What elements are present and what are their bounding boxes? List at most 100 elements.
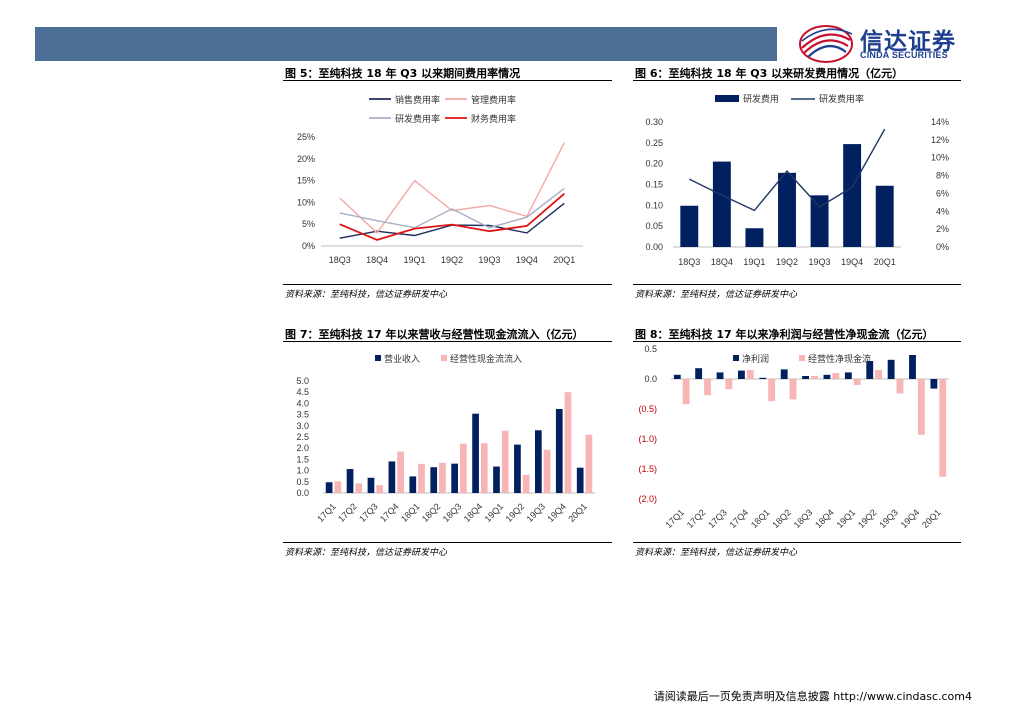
figure-6-source: 资料来源：至纯科技，信达证券研发中心	[635, 290, 798, 300]
y-tick-label: 4.0	[296, 398, 309, 408]
bar	[451, 463, 458, 493]
figure-8-top-rule	[633, 341, 961, 342]
footer-disclaimer: 请阅读最后一页免责声明及信息披露	[653, 690, 830, 703]
y-tick-label: 0.0	[644, 374, 657, 384]
series-line	[339, 193, 565, 241]
footer-url[interactable]: http://www.cindasc.com	[833, 690, 965, 703]
legend-label: 研发费用率	[819, 93, 864, 104]
x-tick-label: 19Q3	[877, 507, 900, 530]
figure-7-chart: 0.00.51.01.52.02.53.03.54.04.55.017Q117Q…	[296, 353, 595, 524]
x-tick-label: 20Q1	[920, 507, 943, 530]
series-line	[688, 128, 886, 212]
bar	[493, 466, 500, 493]
y-tick-label: 15%	[297, 176, 315, 186]
x-tick-label: 18Q1	[399, 501, 422, 524]
x-tick-label: 19Q4	[545, 501, 568, 524]
bar	[780, 369, 788, 379]
bar	[585, 434, 593, 493]
bar	[832, 373, 840, 379]
x-tick-label: 18Q4	[813, 507, 836, 530]
bar	[875, 370, 882, 379]
bar	[843, 144, 862, 247]
series-line	[339, 187, 565, 229]
y-tick-label: 0.00	[645, 242, 663, 252]
bar	[866, 361, 874, 379]
x-tick-label: 17Q4	[728, 507, 751, 530]
logo-english-text: CINDA SECURITIES	[860, 50, 948, 60]
bar	[778, 172, 796, 247]
y2-tick-label: 4%	[936, 206, 949, 216]
x-tick-label: 17Q4	[378, 501, 401, 524]
figure-8-bottom-rule	[633, 542, 961, 543]
y2-tick-label: 10%	[931, 153, 949, 163]
x-tick-label: 18Q4	[366, 255, 388, 265]
bar	[376, 485, 384, 493]
footer: 请阅读最后一页免责声明及信息披露 http://www.cindasc.com4	[654, 688, 972, 704]
y-tick-label: 0.5	[644, 344, 657, 354]
bar	[802, 376, 809, 379]
logo-chinese-text: 信达证券	[860, 29, 956, 55]
bar	[704, 379, 711, 396]
x-tick-label: 18Q4	[462, 501, 485, 524]
y-tick-label: 0.25	[645, 138, 663, 148]
figure-7-bottom-rule	[283, 542, 612, 543]
bar	[397, 451, 404, 493]
bar	[501, 430, 509, 493]
y-tick-label: 5%	[302, 219, 315, 229]
y-tick-label: 2.0	[296, 443, 309, 453]
figure-6-title: 图 6：至纯科技 18 年 Q3 以来研发费用情况（亿元）	[635, 67, 904, 80]
x-tick-label: 20Q1	[874, 257, 896, 267]
y-tick-label: 0.5	[296, 477, 309, 487]
x-tick-label: 19Q1	[743, 257, 765, 267]
x-tick-label: 18Q3	[792, 507, 815, 530]
y-tick-label: 20%	[297, 154, 315, 164]
bar	[514, 444, 521, 493]
x-tick-label: 19Q1	[404, 255, 426, 265]
bar	[555, 409, 563, 493]
x-tick-label: 20Q1	[553, 255, 575, 265]
y-tick-label: 0%	[302, 241, 315, 251]
bar	[334, 481, 342, 493]
legend-label: 研发费用	[743, 93, 779, 104]
x-tick-label: 19Q4	[899, 507, 922, 530]
bar	[534, 430, 542, 493]
y-tick-label: 10%	[297, 197, 315, 207]
legend-swatch	[441, 355, 447, 361]
figure-8-source: 资料来源：至纯科技，信达证券研发中心	[635, 548, 798, 558]
figure-6-top-rule	[633, 80, 961, 81]
header-bar	[35, 27, 777, 61]
x-tick-label: 18Q1	[749, 507, 772, 530]
x-tick-label: 19Q2	[504, 501, 527, 524]
bar	[712, 161, 731, 247]
x-tick-label: 20Q1	[566, 501, 589, 524]
legend-swatch	[375, 355, 381, 361]
x-tick-label: 18Q2	[420, 501, 443, 524]
figure-7-title: 图 7：至纯科技 17 年以来营收与经营性现金流流入（亿元）	[285, 328, 584, 341]
legend-label: 经营性净现金流	[808, 353, 871, 364]
y-tick-label: 4.5	[296, 387, 309, 397]
y2-tick-label: 2%	[936, 224, 949, 234]
legend-label: 研发费用率	[395, 113, 440, 124]
legend-label: 财务费用率	[471, 113, 516, 124]
figure-7-source: 资料来源：至纯科技，信达证券研发中心	[285, 548, 448, 558]
x-tick-label: 19Q4	[841, 257, 863, 267]
y-tick-label: (2.0)	[638, 494, 657, 504]
x-tick-label: 19Q4	[516, 255, 538, 265]
bar	[746, 370, 754, 379]
bar	[418, 463, 425, 493]
x-tick-label: 18Q3	[329, 255, 351, 265]
figure-5-chart: 0% 5% 10% 15% 20% 25% 18Q3 18Q4 19Q1 19Q2 19Q3 19Q4…	[297, 94, 583, 265]
bar	[346, 469, 354, 493]
y-tick-label: (0.5)	[638, 404, 657, 414]
y2-tick-label: 12%	[931, 135, 949, 145]
bar	[576, 467, 584, 493]
bar	[789, 379, 797, 400]
x-tick-label: 18Q2	[770, 507, 793, 530]
x-tick-label: 17Q1	[315, 501, 338, 524]
y-tick-label: 1.5	[296, 454, 309, 464]
bar	[355, 483, 363, 493]
figure-8-chart: (2.0) (1.5) (1.0) (0.5) 0.0 0.5 17Q117Q217Q317…	[638, 344, 949, 530]
bar	[875, 185, 894, 247]
x-tick-label: 19Q2	[441, 255, 463, 265]
y2-tick-label: 8%	[936, 171, 949, 181]
